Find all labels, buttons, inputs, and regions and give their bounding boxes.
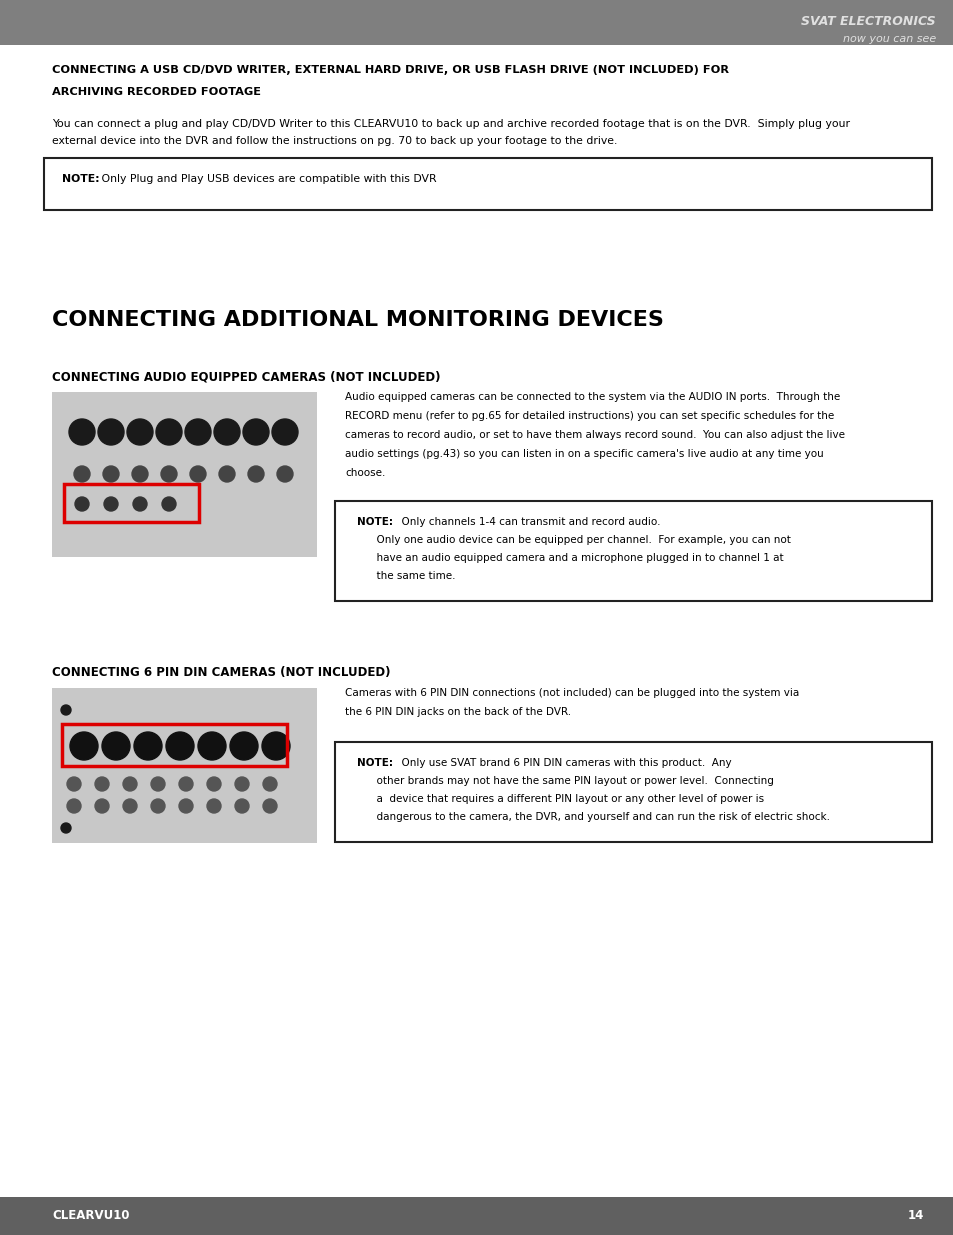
Text: You can connect a plug and play CD/DVD Writer to this CLEARVU10 to back up and a: You can connect a plug and play CD/DVD W… xyxy=(52,119,849,128)
Circle shape xyxy=(132,496,147,511)
Bar xyxy=(52,391,316,557)
Circle shape xyxy=(179,777,193,790)
Text: CONNECTING AUDIO EQUIPPED CAMERAS (NOT INCLUDED): CONNECTING AUDIO EQUIPPED CAMERAS (NOT I… xyxy=(52,370,440,383)
Text: the 6 PIN DIN jacks on the back of the DVR.: the 6 PIN DIN jacks on the back of the D… xyxy=(345,706,571,718)
Text: SVAT ELECTRONICS: SVAT ELECTRONICS xyxy=(801,15,935,28)
Bar xyxy=(64,484,199,522)
Circle shape xyxy=(161,466,177,482)
Text: NOTE:: NOTE: xyxy=(356,758,393,768)
Text: CONNECTING 6 PIN DIN CAMERAS (NOT INCLUDED): CONNECTING 6 PIN DIN CAMERAS (NOT INCLUD… xyxy=(52,666,390,679)
Text: CONNECTING A USB CD/DVD WRITER, EXTERNAL HARD DRIVE, OR USB FLASH DRIVE (NOT INC: CONNECTING A USB CD/DVD WRITER, EXTERNAL… xyxy=(52,65,728,75)
Circle shape xyxy=(75,496,89,511)
Text: Only channels 1-4 can transmit and record audio.: Only channels 1-4 can transmit and recor… xyxy=(395,517,659,527)
Circle shape xyxy=(166,732,193,760)
Bar xyxy=(0,0,953,44)
Circle shape xyxy=(243,419,269,445)
Circle shape xyxy=(67,799,81,813)
Circle shape xyxy=(213,419,240,445)
Circle shape xyxy=(127,419,152,445)
Text: cameras to record audio, or set to have them always record sound.  You can also : cameras to record audio, or set to have … xyxy=(345,430,844,440)
Circle shape xyxy=(61,823,71,832)
Text: Only use SVAT brand 6 PIN DIN cameras with this product.  Any: Only use SVAT brand 6 PIN DIN cameras wi… xyxy=(395,758,731,768)
Circle shape xyxy=(263,799,276,813)
Circle shape xyxy=(190,466,206,482)
Circle shape xyxy=(123,777,137,790)
Text: ARCHIVING RECORDED FOOTAGE: ARCHIVING RECORDED FOOTAGE xyxy=(52,86,261,98)
Circle shape xyxy=(156,419,182,445)
Circle shape xyxy=(74,466,90,482)
Text: RECORD menu (refer to pg.65 for detailed instructions) you can set specific sche: RECORD menu (refer to pg.65 for detailed… xyxy=(345,411,833,421)
Bar xyxy=(52,688,316,844)
Circle shape xyxy=(104,496,118,511)
Circle shape xyxy=(151,799,165,813)
Text: audio settings (pg.43) so you can listen in on a specific camera's live audio at: audio settings (pg.43) so you can listen… xyxy=(345,450,822,459)
Circle shape xyxy=(207,799,221,813)
Circle shape xyxy=(123,799,137,813)
Text: have an audio equipped camera and a microphone plugged in to channel 1 at: have an audio equipped camera and a micr… xyxy=(356,553,782,563)
Text: CONNECTING ADDITIONAL MONITORING DEVICES: CONNECTING ADDITIONAL MONITORING DEVICES xyxy=(52,310,663,330)
Text: NOTE:: NOTE: xyxy=(62,174,99,184)
Circle shape xyxy=(262,732,290,760)
Circle shape xyxy=(98,419,124,445)
Circle shape xyxy=(102,732,130,760)
Circle shape xyxy=(234,799,249,813)
Text: the same time.: the same time. xyxy=(356,571,455,580)
Text: Cameras with 6 PIN DIN connections (not included) can be plugged into the system: Cameras with 6 PIN DIN connections (not … xyxy=(345,688,799,698)
Circle shape xyxy=(69,419,95,445)
Circle shape xyxy=(162,496,175,511)
Circle shape xyxy=(70,732,98,760)
Circle shape xyxy=(263,777,276,790)
Text: choose.: choose. xyxy=(345,468,385,478)
Circle shape xyxy=(230,732,257,760)
Text: Audio equipped cameras can be connected to the system via the AUDIO IN ports.  T: Audio equipped cameras can be connected … xyxy=(345,391,840,403)
Bar xyxy=(0,1197,953,1235)
Circle shape xyxy=(103,466,119,482)
Text: external device into the DVR and follow the instructions on pg. 70 to back up yo: external device into the DVR and follow … xyxy=(52,136,617,146)
Circle shape xyxy=(61,705,71,715)
Circle shape xyxy=(234,777,249,790)
Circle shape xyxy=(248,466,264,482)
Circle shape xyxy=(95,799,109,813)
Circle shape xyxy=(276,466,293,482)
Circle shape xyxy=(207,777,221,790)
Text: CLEARVU10: CLEARVU10 xyxy=(52,1209,130,1223)
Circle shape xyxy=(272,419,297,445)
Circle shape xyxy=(179,799,193,813)
Text: other brands may not have the same PIN layout or power level.  Connecting: other brands may not have the same PIN l… xyxy=(356,776,773,785)
Circle shape xyxy=(198,732,226,760)
Bar xyxy=(44,158,931,210)
Text: now you can see: now you can see xyxy=(841,35,935,44)
Text: Only Plug and Play USB devices are compatible with this DVR: Only Plug and Play USB devices are compa… xyxy=(98,174,436,184)
Circle shape xyxy=(185,419,211,445)
Bar xyxy=(335,742,931,842)
Bar xyxy=(335,501,931,601)
Circle shape xyxy=(132,466,148,482)
Circle shape xyxy=(151,777,165,790)
Text: dangerous to the camera, the DVR, and yourself and can run the risk of electric : dangerous to the camera, the DVR, and yo… xyxy=(356,811,829,823)
Text: 14: 14 xyxy=(906,1209,923,1223)
Circle shape xyxy=(95,777,109,790)
Circle shape xyxy=(219,466,234,482)
Text: NOTE:: NOTE: xyxy=(356,517,393,527)
Text: a  device that requires a different PIN layout or any other level of power is: a device that requires a different PIN l… xyxy=(356,794,763,804)
Circle shape xyxy=(133,732,162,760)
Text: Only one audio device can be equipped per channel.  For example, you can not: Only one audio device can be equipped pe… xyxy=(356,535,790,545)
Bar xyxy=(62,724,287,766)
Circle shape xyxy=(67,777,81,790)
